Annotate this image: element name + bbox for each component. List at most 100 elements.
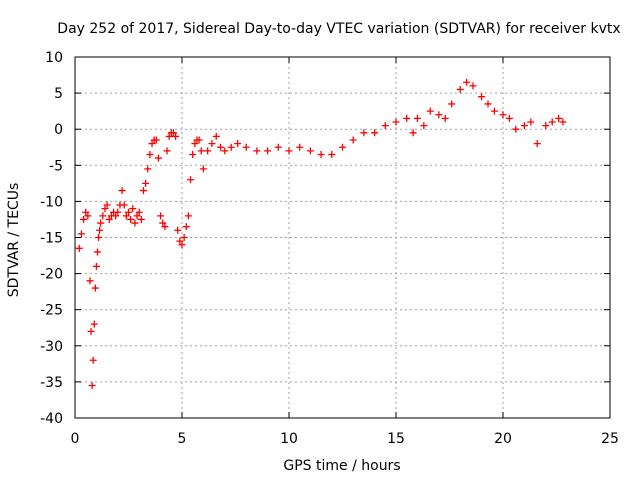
- x-tick-label: 10: [280, 431, 298, 447]
- data-point: [189, 150, 197, 158]
- data-point: [135, 208, 143, 216]
- data-point: [512, 125, 520, 133]
- data-point: [199, 165, 207, 173]
- data-point: [221, 147, 229, 155]
- data-point: [96, 226, 104, 234]
- data-point: [403, 114, 411, 122]
- data-point: [253, 147, 261, 155]
- data-point: [296, 143, 304, 151]
- data-point: [328, 150, 336, 158]
- data-point: [441, 114, 449, 122]
- data-point: [142, 179, 150, 187]
- data-point: [180, 234, 188, 241]
- data-point: [120, 201, 128, 209]
- data-point: [195, 136, 203, 144]
- data-point: [208, 140, 216, 148]
- data-point: [105, 215, 113, 223]
- data-point: [131, 219, 139, 227]
- data-point: [91, 284, 99, 292]
- data-point: [204, 147, 212, 155]
- data-point: [339, 143, 346, 151]
- data-point: [90, 320, 98, 328]
- x-axis-label: GPS time / hours: [283, 458, 400, 474]
- data-point: [87, 327, 95, 335]
- data-point: [133, 212, 141, 220]
- data-point: [75, 244, 83, 252]
- data-point: [127, 215, 135, 223]
- data-point: [371, 129, 379, 137]
- data-point: [84, 212, 92, 220]
- y-tick-label: -30: [40, 339, 63, 355]
- data-point: [264, 147, 272, 155]
- y-tick-label: -35: [40, 375, 63, 391]
- data-point: [197, 147, 205, 155]
- data-point: [125, 208, 132, 216]
- data-point: [242, 143, 250, 151]
- data-point: [152, 136, 160, 144]
- data-point: [559, 118, 567, 126]
- data-point: [174, 226, 182, 234]
- data-point: [392, 118, 400, 126]
- data-point: [212, 132, 220, 140]
- data-point: [139, 187, 147, 195]
- data-point: [448, 100, 456, 108]
- data-point: [172, 132, 180, 140]
- data-point: [478, 93, 486, 101]
- data-point: [165, 132, 173, 140]
- data-point: [144, 165, 152, 173]
- data-point: [490, 107, 498, 115]
- data-point: [187, 176, 195, 184]
- data-point: [469, 82, 477, 90]
- data-point: [101, 205, 109, 213]
- data-point: [122, 212, 130, 220]
- data-point: [527, 118, 535, 126]
- y-tick-label: -10: [40, 194, 63, 210]
- data-point: [381, 122, 389, 130]
- data-point: [92, 262, 100, 270]
- data-point: [86, 277, 94, 285]
- data-point: [88, 382, 96, 390]
- data-point: [285, 147, 293, 155]
- x-tick-label: 0: [71, 431, 80, 447]
- y-tick-label: -15: [40, 231, 63, 247]
- x-tick-label: 20: [494, 431, 512, 447]
- data-point: [317, 150, 325, 158]
- data-point: [520, 122, 528, 130]
- y-tick-label: 5: [54, 86, 63, 102]
- data-point: [137, 215, 145, 223]
- data-point: [435, 111, 443, 119]
- data-point: [89, 356, 97, 364]
- data-point: [97, 219, 105, 227]
- data-point: [112, 212, 120, 220]
- data-point: [555, 114, 563, 122]
- data-point: [95, 234, 103, 241]
- data-point: [505, 114, 513, 122]
- data-point: [157, 212, 165, 220]
- data-point: [161, 223, 169, 231]
- data-point: [80, 215, 88, 223]
- y-tick-label: -25: [40, 303, 63, 319]
- data-point: [349, 136, 357, 144]
- data-point: [163, 147, 171, 155]
- data-point: [234, 140, 242, 148]
- data-point: [184, 212, 192, 220]
- data-point: [178, 241, 186, 249]
- data-point: [93, 248, 101, 256]
- y-tick-label: 10: [45, 50, 63, 66]
- data-point: [413, 114, 421, 122]
- data-point: [146, 150, 154, 158]
- y-tick-label: -40: [40, 411, 63, 427]
- data-point: [533, 140, 541, 148]
- x-tick-label: 5: [178, 431, 187, 447]
- data-point: [148, 140, 156, 148]
- y-tick-label: -5: [49, 158, 63, 174]
- chart-title: Day 252 of 2017, Sidereal Day-to-day VTE…: [57, 21, 620, 37]
- data-point: [426, 107, 434, 115]
- y-tick-label: -20: [40, 267, 63, 283]
- data-point: [182, 223, 190, 231]
- data-point: [99, 212, 107, 220]
- data-point: [169, 129, 177, 137]
- x-tick-label: 15: [387, 431, 405, 447]
- data-point: [542, 122, 550, 130]
